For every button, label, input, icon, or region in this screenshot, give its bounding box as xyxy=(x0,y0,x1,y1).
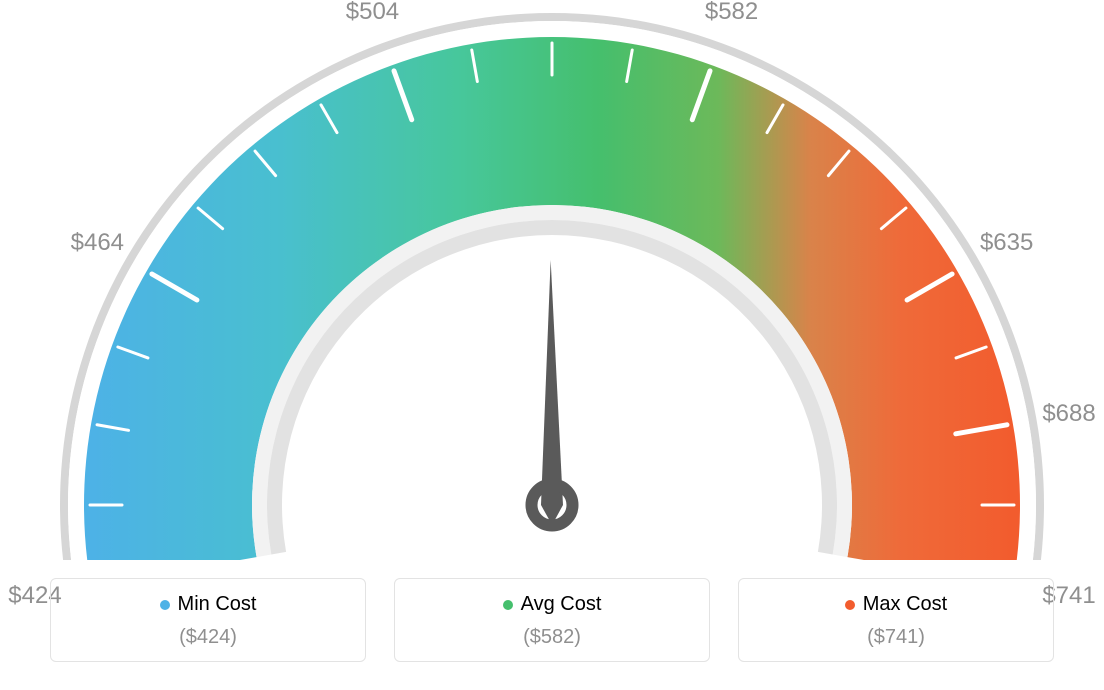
legend-label-avg: Avg Cost xyxy=(521,593,602,616)
legend-label-min: Min Cost xyxy=(178,593,257,616)
gauge-tick-label: $582 xyxy=(705,0,758,26)
gauge-tick-label: $464 xyxy=(71,229,124,257)
dot-icon xyxy=(160,600,170,610)
legend-title-max: Max Cost xyxy=(845,593,947,616)
legend-card-max: Max Cost ($741) xyxy=(738,578,1054,662)
dot-icon xyxy=(845,600,855,610)
legend-value-min: ($424) xyxy=(51,626,365,649)
gauge-svg xyxy=(0,0,1104,560)
legend-row: Min Cost ($424) Avg Cost ($582) Max Cost… xyxy=(50,578,1054,662)
legend-value-avg: ($582) xyxy=(395,626,709,649)
legend-title-avg: Avg Cost xyxy=(503,593,602,616)
legend-label-max: Max Cost xyxy=(863,593,947,616)
gauge-tick-label: $635 xyxy=(980,229,1033,257)
legend-card-avg: Avg Cost ($582) xyxy=(394,578,710,662)
gauge-tick-label: $688 xyxy=(1042,400,1095,428)
gauge-tick-label: $504 xyxy=(346,0,399,26)
gauge-chart-container: $424$464$504$582$635$688$741 Min Cost ($… xyxy=(0,0,1104,690)
dot-icon xyxy=(503,600,513,610)
legend-title-min: Min Cost xyxy=(160,593,257,616)
legend-value-max: ($741) xyxy=(739,626,1053,649)
legend-card-min: Min Cost ($424) xyxy=(50,578,366,662)
